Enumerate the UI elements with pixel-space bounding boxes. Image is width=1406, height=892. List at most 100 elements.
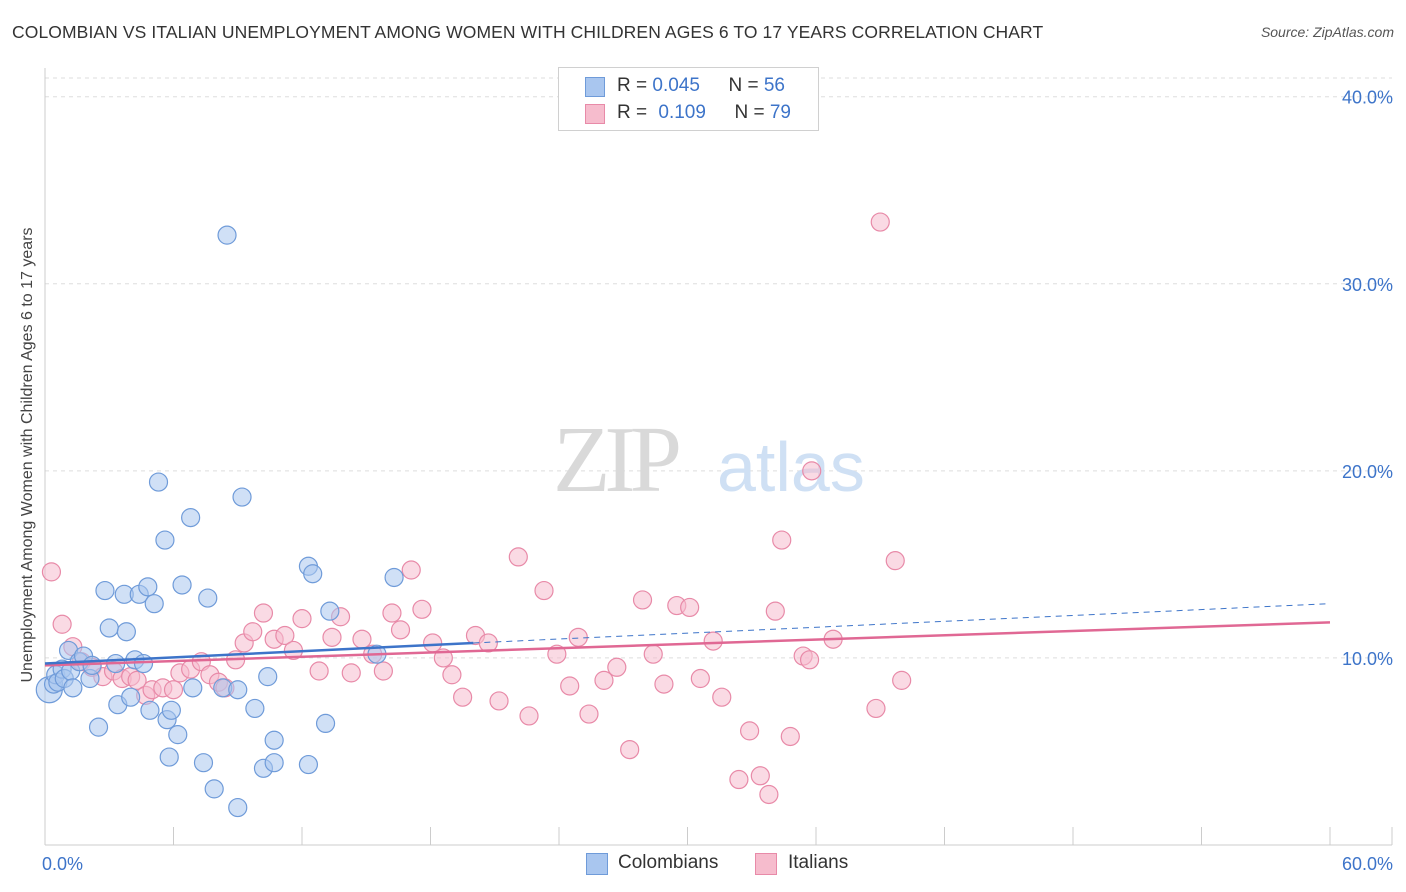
italians-swatch [585,104,605,124]
italians-point [352,629,372,649]
correlation-legend: R = 0.045 N = 56 R = 0.109 N = 79 [558,67,819,131]
italians-point [740,721,760,741]
colombians-point [155,530,175,550]
colombians-point [148,472,169,492]
italians-point [52,614,72,634]
italians-point [579,704,599,724]
italians-point [892,670,912,690]
italians-point [442,665,462,685]
colombians-point [217,225,237,245]
italians-point [866,698,886,719]
colombians-point [138,577,158,597]
italians-point [127,670,147,690]
colombians-point [144,594,164,614]
colombians-point [320,601,340,621]
y-tick-label: 20.0% [1342,462,1393,482]
italians-point [772,530,792,550]
italians-point [703,631,723,651]
italians-point [547,644,567,664]
source-note: Source: ZipAtlas.com [1260,24,1394,40]
colombians-point [99,618,119,638]
italians-point [163,680,184,700]
italians-point [534,580,554,601]
chart-title: COLOMBIAN VS ITALIAN UNEMPLOYMENT AMONG … [12,22,1044,42]
colombians-point [384,567,404,588]
x-tick-label: 60.0% [1342,854,1393,874]
italians-point [275,625,295,646]
italians-point [41,562,62,582]
colombians-point [193,753,214,773]
italians-point [519,706,539,726]
italians-point [729,769,749,790]
colombians-point [228,797,248,818]
colombians-point [95,580,115,601]
trend-lines [44,603,1331,667]
colombians-point [258,667,278,687]
italians-point [802,461,822,481]
colombians-point [140,700,160,720]
colombians-point [183,678,203,698]
colombians-point [63,678,83,698]
colombians-legend-swatch [586,853,608,875]
italians-point [654,674,674,694]
n-label: N = [734,102,770,123]
italians-point [594,670,614,690]
r-value-italians: 0.109 [658,102,706,123]
watermark-atlas: atlas [717,428,865,506]
italians-point [401,560,421,580]
italians-point [390,620,411,640]
y-axis-label: Unemployment Among Women with Children A… [19,227,36,683]
italians-legend-label: Italians [788,852,849,873]
colombians-point [315,713,336,734]
italians-point [680,597,700,618]
watermark-zip: ZIP [553,408,679,512]
italians-point [765,601,785,621]
r-value-colombians: 0.045 [652,75,700,96]
italians-point [799,650,820,670]
colombians-point [161,700,181,720]
colombians-point [303,564,323,584]
y-tick-label: 30.0% [1342,275,1393,295]
italians-point [322,627,342,647]
italians-point [243,622,263,642]
italians-trend-line [44,621,1331,667]
italians-point [373,661,393,681]
italians-point [508,547,528,567]
n-label: N = [728,75,764,96]
italians-point [632,590,653,610]
r-label: R = [617,102,653,123]
italians-point [453,687,473,707]
colombians-point [172,575,192,595]
italians-point [643,644,663,664]
italians-point [690,668,710,689]
tick-labels: 10.0% 20.0% 30.0% 40.0% 0.0% 60.0% [42,88,1393,874]
n-value-colombians: 56 [763,75,785,96]
italians-point [712,687,732,707]
italians-point [759,784,779,805]
colombians-point [88,717,109,737]
grid-layer [45,77,1392,659]
watermark: ZIP atlas [553,408,865,512]
italians-point [412,599,432,619]
colombians-point [245,698,265,719]
colombians-point [198,588,218,608]
n-value-italians: 79 [769,102,791,123]
italians-points [41,212,912,805]
italians-point [382,603,402,623]
r-label: R = [617,75,653,96]
italians-point [607,657,627,677]
italians-point [885,551,905,571]
italians-point [568,627,588,647]
italians-point [489,691,509,711]
italians-point [750,766,770,786]
colombians-point [181,508,201,528]
colombians-point [298,754,319,775]
colombians-point [116,622,136,642]
italians-point [423,633,443,653]
colombians-point [82,655,102,676]
colombians-point [121,687,141,707]
colombians-swatch [585,77,605,97]
italians-point [309,661,329,681]
colombians-point [232,487,252,507]
italians-point [253,603,274,623]
